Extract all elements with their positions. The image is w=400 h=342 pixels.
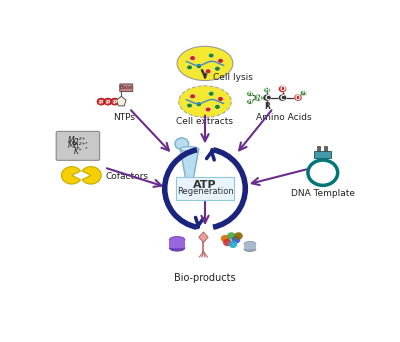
Text: O: O <box>280 86 286 92</box>
Circle shape <box>264 88 270 93</box>
Circle shape <box>208 53 214 58</box>
Text: H: H <box>248 91 252 96</box>
Circle shape <box>278 94 286 101</box>
Text: C: C <box>264 95 270 101</box>
Circle shape <box>196 102 202 107</box>
Circle shape <box>221 235 230 242</box>
Circle shape <box>263 94 271 101</box>
Circle shape <box>247 99 253 104</box>
Circle shape <box>190 94 195 99</box>
Bar <box>317 146 320 151</box>
Circle shape <box>208 91 214 96</box>
Circle shape <box>234 232 243 240</box>
Circle shape <box>218 96 223 101</box>
Text: Bio-products: Bio-products <box>174 273 236 283</box>
Circle shape <box>196 64 202 68</box>
Text: p: p <box>99 99 103 104</box>
Text: H: H <box>265 88 269 93</box>
Polygon shape <box>180 149 199 179</box>
Circle shape <box>278 86 286 92</box>
Text: Cell extracts: Cell extracts <box>176 117 234 126</box>
Wedge shape <box>62 167 80 184</box>
Wedge shape <box>82 167 101 184</box>
Text: Regeneration: Regeneration <box>177 187 233 196</box>
Text: H: H <box>248 99 252 104</box>
Text: Mn²⁺,: Mn²⁺, <box>68 141 88 150</box>
Text: H: H <box>301 90 306 95</box>
Bar <box>314 151 332 158</box>
Circle shape <box>215 105 220 109</box>
Text: p: p <box>106 99 110 104</box>
Text: Cell lysis: Cell lysis <box>213 73 253 82</box>
Text: K⁺: K⁺ <box>74 147 82 156</box>
Circle shape <box>215 66 220 71</box>
FancyBboxPatch shape <box>120 84 133 92</box>
Circle shape <box>104 98 112 105</box>
Polygon shape <box>116 96 126 106</box>
Text: Cofactors: Cofactors <box>106 172 149 181</box>
Ellipse shape <box>180 147 199 152</box>
Ellipse shape <box>169 237 185 243</box>
Circle shape <box>205 107 211 112</box>
Text: N: N <box>255 95 261 101</box>
Text: DNA Template: DNA Template <box>291 189 355 198</box>
FancyBboxPatch shape <box>176 177 234 200</box>
Circle shape <box>218 58 223 63</box>
Text: ATP: ATP <box>193 180 217 189</box>
Text: O: O <box>295 95 301 101</box>
Bar <box>244 244 256 249</box>
Circle shape <box>187 65 192 70</box>
Text: Amino Acids: Amino Acids <box>256 113 312 122</box>
Ellipse shape <box>244 247 256 251</box>
Circle shape <box>228 241 237 248</box>
Circle shape <box>205 69 211 74</box>
Ellipse shape <box>244 241 256 246</box>
Circle shape <box>227 232 236 240</box>
Circle shape <box>254 94 262 101</box>
Circle shape <box>187 103 192 108</box>
Circle shape <box>300 90 307 95</box>
Bar <box>324 146 328 151</box>
Circle shape <box>232 236 240 244</box>
Ellipse shape <box>177 46 233 81</box>
Circle shape <box>175 138 188 149</box>
Text: NTPs: NTPs <box>114 113 135 122</box>
Text: R: R <box>264 102 270 110</box>
Bar <box>169 240 185 248</box>
FancyBboxPatch shape <box>56 131 100 160</box>
Circle shape <box>190 56 195 61</box>
Text: p: p <box>113 99 117 104</box>
Circle shape <box>111 98 119 105</box>
Circle shape <box>294 94 302 101</box>
Circle shape <box>247 91 253 96</box>
Text: Mg²⁺,: Mg²⁺, <box>68 136 88 145</box>
Polygon shape <box>199 232 208 242</box>
Ellipse shape <box>169 245 185 251</box>
Text: C: C <box>280 95 285 101</box>
Text: Base: Base <box>120 85 133 90</box>
Ellipse shape <box>179 86 231 117</box>
Circle shape <box>97 98 105 105</box>
Circle shape <box>223 239 232 246</box>
